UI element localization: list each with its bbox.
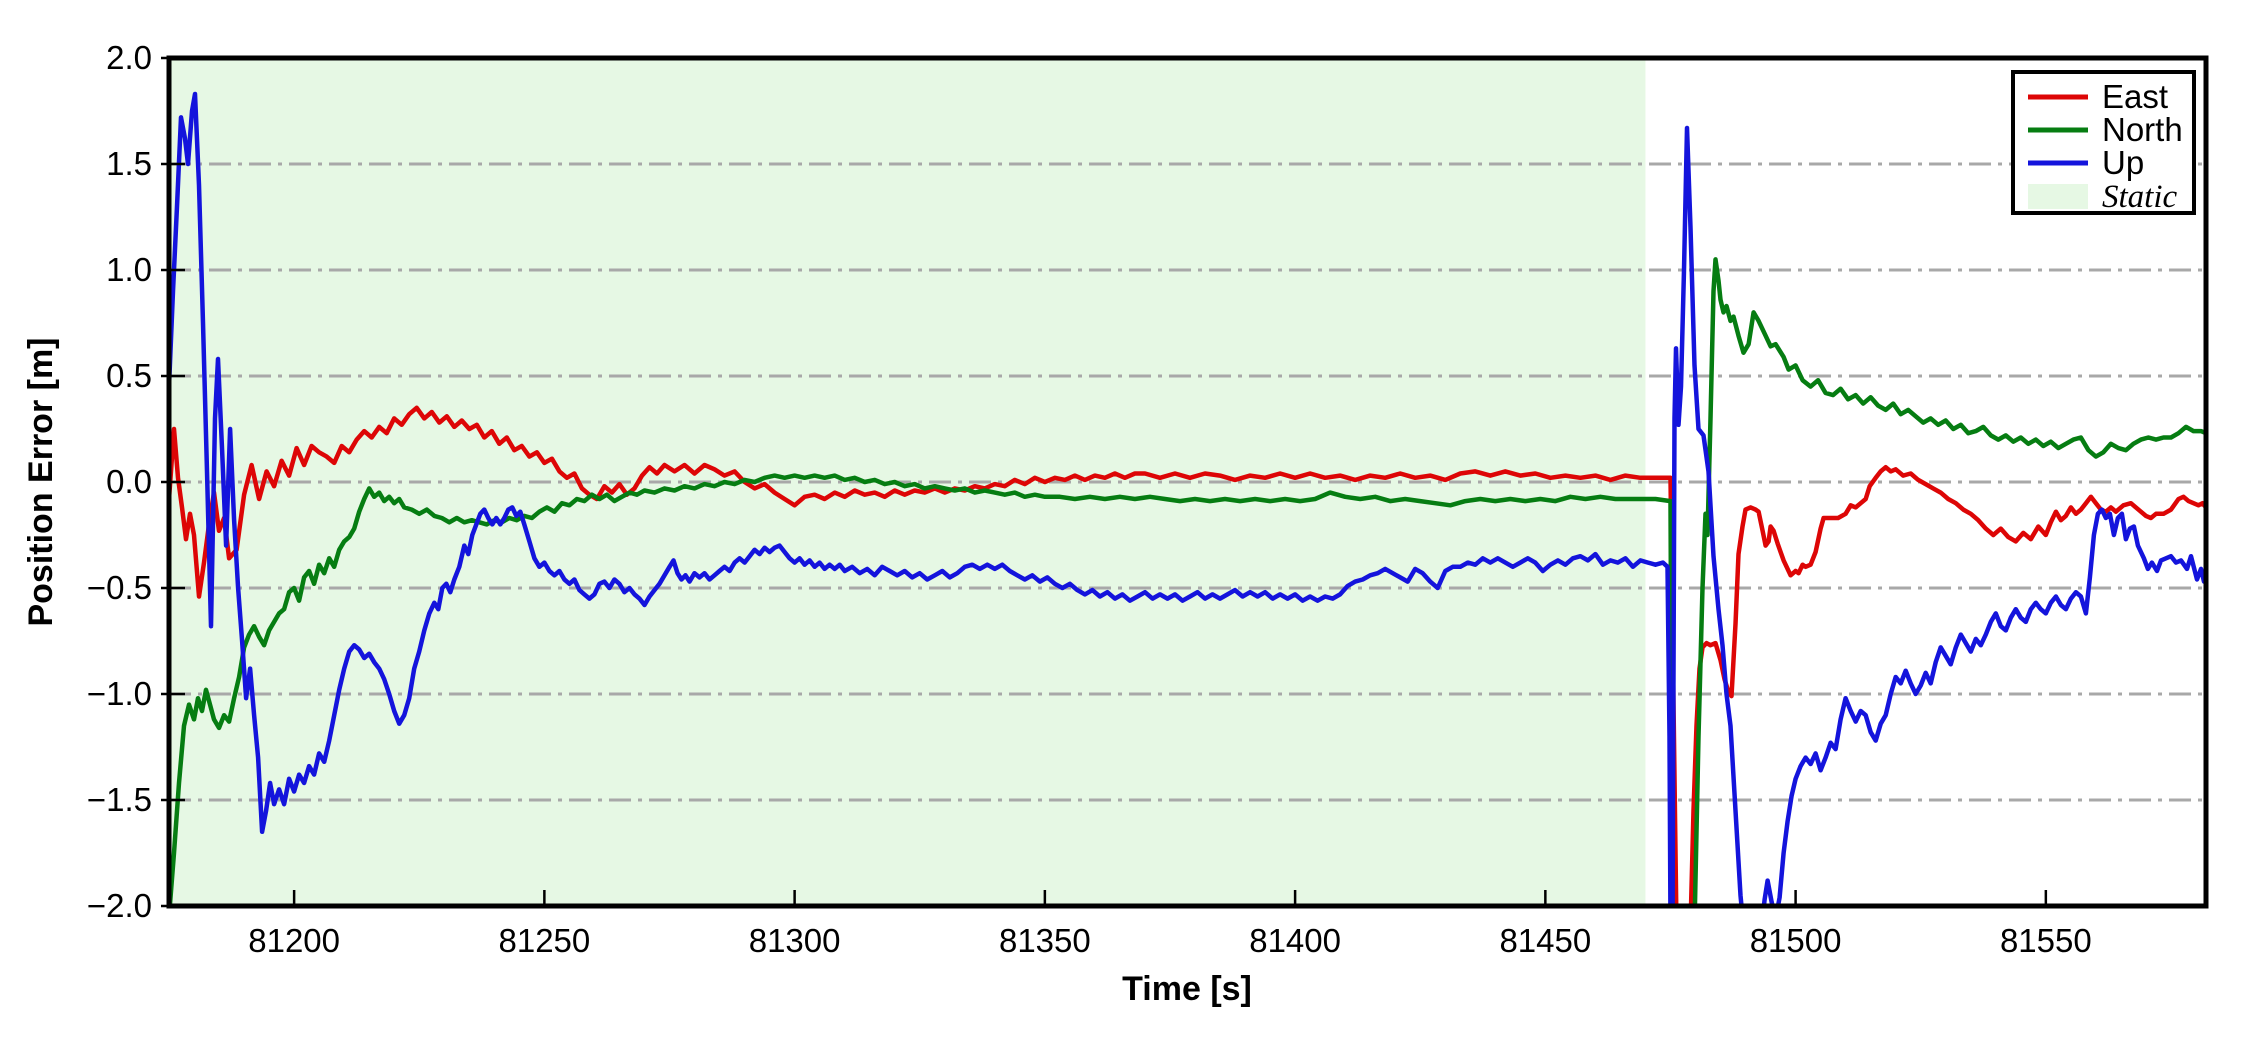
series-up-line <box>169 91 2206 906</box>
series-east-line <box>169 405 2206 906</box>
tick-label-layer: 81200 81250 81300 81350 81400 81450 81500 81550… <box>87 39 2092 959</box>
x-tick-label-81500: 81500 <box>1750 922 1842 959</box>
x-tick-label-81300: 81300 <box>749 922 841 959</box>
x-tick-label-81400: 81400 <box>1249 922 1341 959</box>
y-tick-label-1.5: 1.5 <box>106 145 152 182</box>
tick-layer <box>161 56 2048 908</box>
x-tick-label-81200: 81200 <box>248 922 340 959</box>
y-tick-label-0: 0.0 <box>106 463 152 500</box>
x-tick-label-81450: 81450 <box>1499 922 1591 959</box>
legend-label-static: Static <box>2102 179 2178 215</box>
gridline-layer <box>169 162 2206 802</box>
x-tick-label-81250: 81250 <box>498 922 590 959</box>
legend-label-east: East <box>2102 78 2168 115</box>
y-tick-label--1.5: −1.5 <box>87 781 152 818</box>
series-layer <box>169 91 2206 906</box>
x-tick-label-81350: 81350 <box>999 922 1091 959</box>
legend-label-north: North <box>2102 111 2183 148</box>
y-axis-label: Position Error [m] <box>22 337 60 626</box>
y-tick-label-2: 2.0 <box>106 39 152 76</box>
series-north-line <box>169 257 2206 906</box>
x-tick-label-81550: 81550 <box>2000 922 2092 959</box>
legend-label-up: Up <box>2102 144 2144 181</box>
y-tick-label--1: −1.0 <box>87 675 152 712</box>
x-axis-label: Time [s] <box>1122 970 1252 1008</box>
legend-swatch-static <box>2028 184 2088 209</box>
y-tick-label-0.5: 0.5 <box>106 357 152 394</box>
y-tick-label--0.5: −0.5 <box>87 569 152 606</box>
y-tick-label-1: 1.0 <box>106 251 152 288</box>
y-tick-label--2: −2.0 <box>87 887 152 924</box>
